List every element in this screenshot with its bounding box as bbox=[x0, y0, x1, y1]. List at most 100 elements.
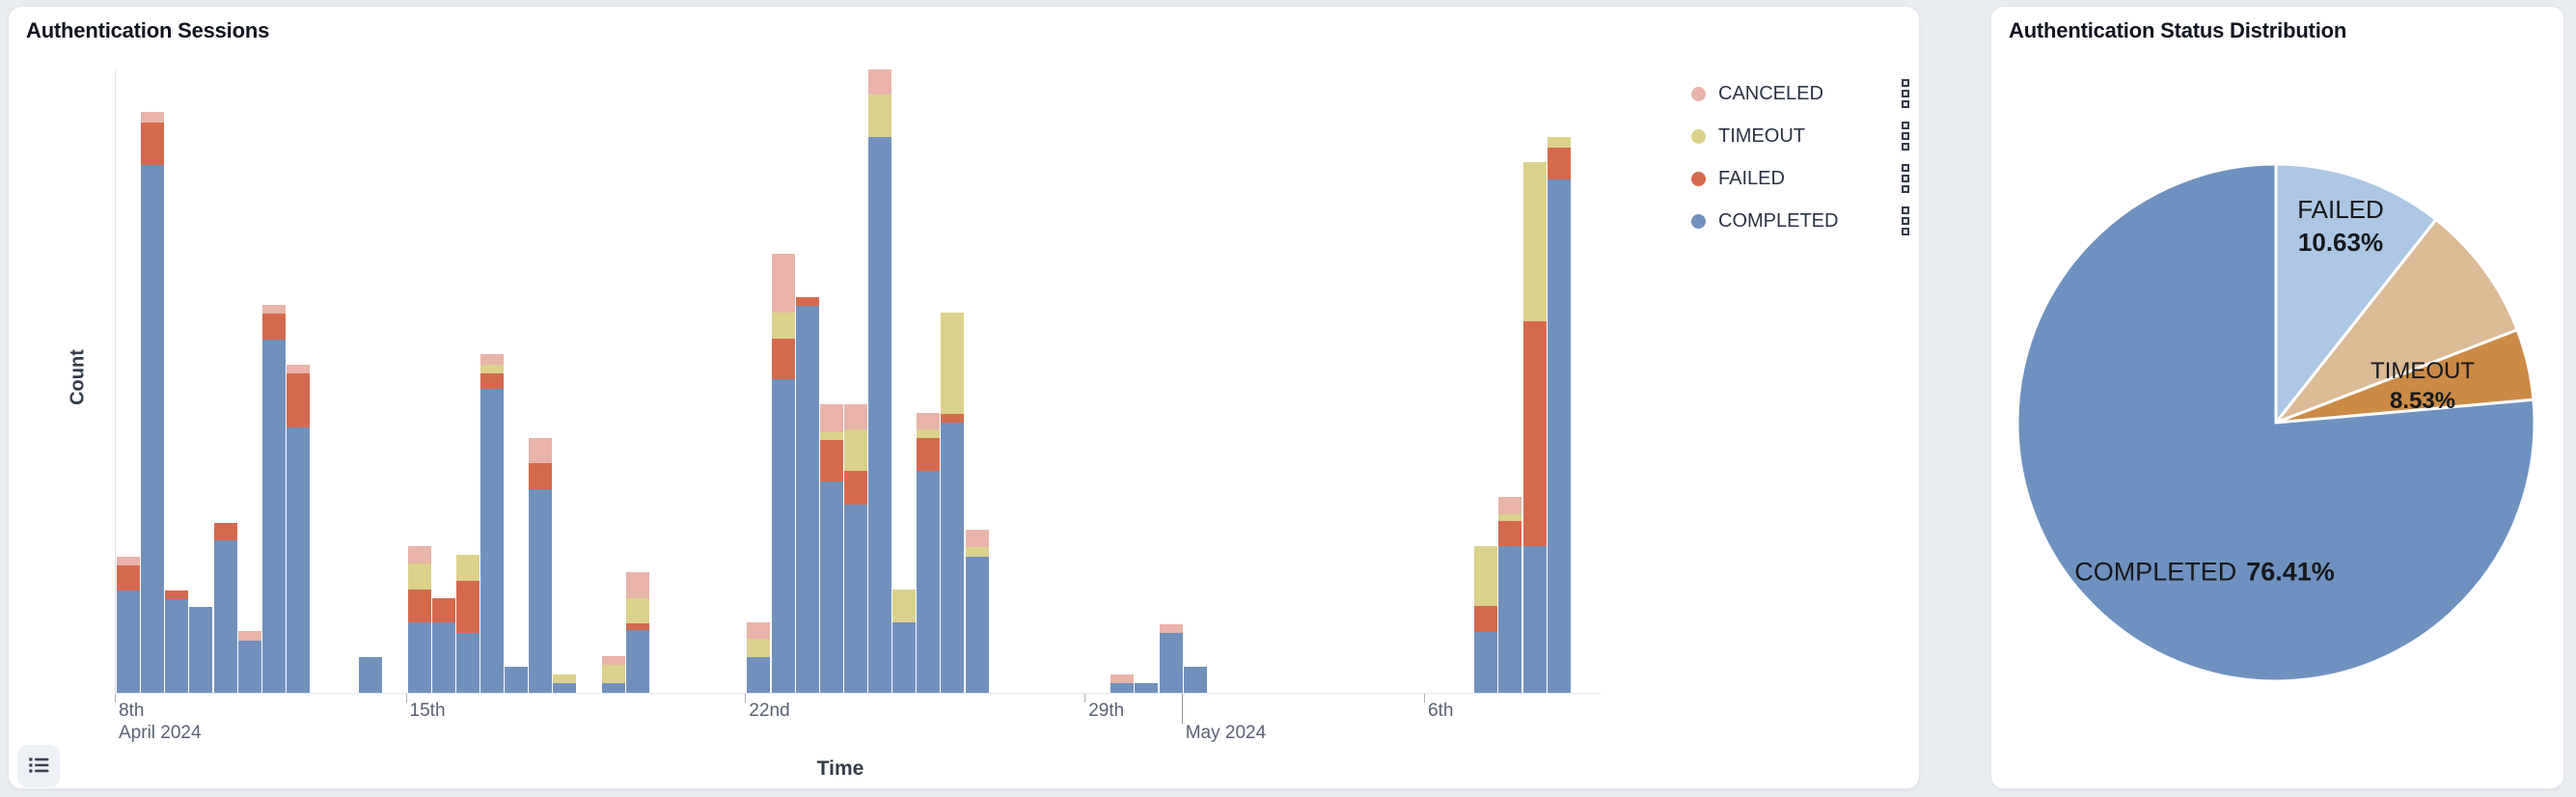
bar-segment-canceled[interactable] bbox=[917, 413, 941, 429]
legend-item-canceled[interactable]: CANCELED bbox=[1684, 79, 1915, 108]
stacked-bar-apr-16-pm[interactable] bbox=[480, 354, 504, 693]
bar-segment-completed[interactable] bbox=[1110, 683, 1135, 693]
stacked-bar-apr-11-am[interactable] bbox=[213, 523, 237, 693]
bar-segment-timeout[interactable] bbox=[771, 313, 795, 339]
legend-item-failed[interactable]: FAILED bbox=[1684, 164, 1915, 193]
bar-segment-failed[interactable] bbox=[941, 414, 965, 423]
bar-segment-timeout[interactable] bbox=[480, 365, 504, 373]
stacked-bar-may-7-pm[interactable] bbox=[1498, 497, 1522, 693]
stacked-bar-apr-17-am[interactable] bbox=[505, 667, 529, 693]
stacked-bar-may-8-pm[interactable] bbox=[1547, 137, 1571, 693]
legend-item-timeout[interactable]: TIMEOUT bbox=[1684, 122, 1915, 151]
bar-segment-timeout[interactable] bbox=[601, 665, 625, 683]
stacked-bar-may-1-am[interactable] bbox=[1183, 667, 1207, 693]
bar-segment-canceled[interactable] bbox=[747, 622, 771, 639]
bar-segment-completed[interactable] bbox=[213, 540, 237, 693]
bar-segment-failed[interactable] bbox=[480, 373, 504, 389]
bar-segment-failed[interactable] bbox=[286, 373, 310, 427]
bar-segment-completed[interactable] bbox=[529, 489, 553, 693]
stacked-bar-apr-17-pm[interactable] bbox=[529, 438, 553, 693]
stacked-bar-apr-26-am[interactable] bbox=[941, 313, 965, 693]
stacked-bar-apr-10-pm[interactable] bbox=[189, 607, 213, 693]
bar-segment-completed[interactable] bbox=[1547, 179, 1571, 693]
stacked-bar-apr-10-am[interactable] bbox=[165, 591, 189, 693]
bar-segment-completed[interactable] bbox=[431, 622, 455, 693]
drag-handle-icon[interactable] bbox=[1902, 79, 1909, 108]
bar-segment-failed[interactable] bbox=[843, 471, 867, 505]
bar-segment-failed[interactable] bbox=[1498, 521, 1522, 546]
bar-segment-canceled[interactable] bbox=[141, 112, 165, 123]
pie-slice-timeout[interactable] bbox=[2274, 218, 2519, 425]
bar-segment-completed[interactable] bbox=[1183, 667, 1207, 693]
bar-segment-completed[interactable] bbox=[165, 599, 189, 693]
bar-segment-canceled[interactable] bbox=[601, 656, 625, 665]
bar-segment-canceled[interactable] bbox=[625, 572, 649, 598]
bar-segment-completed[interactable] bbox=[771, 379, 795, 693]
pie-slice-completed[interactable] bbox=[2015, 162, 2536, 683]
bar-segment-completed[interactable] bbox=[1474, 632, 1498, 693]
stacked-bar-apr-24-am[interactable] bbox=[843, 404, 867, 693]
bar-segment-completed[interactable] bbox=[965, 557, 989, 693]
bar-segment-completed[interactable] bbox=[843, 505, 867, 693]
bar-segment-completed[interactable] bbox=[868, 137, 892, 693]
stacked-bar-apr-12-pm[interactable] bbox=[286, 365, 310, 693]
bar-segment-canceled[interactable] bbox=[286, 365, 310, 373]
bar-segment-timeout[interactable] bbox=[1498, 514, 1522, 521]
stacked-bar-apr-19-pm[interactable] bbox=[625, 572, 649, 693]
stacked-bar-apr-18-am[interactable] bbox=[553, 674, 577, 693]
bar-segment-canceled[interactable] bbox=[529, 438, 553, 463]
stacked-bar-apr-14-am[interactable] bbox=[359, 657, 383, 693]
stacked-bar-apr-15-am[interactable] bbox=[407, 546, 431, 693]
stacked-bar-apr-22-pm[interactable] bbox=[771, 254, 795, 693]
stacked-bar-may-8-am[interactable] bbox=[1522, 162, 1547, 693]
bar-segment-timeout[interactable] bbox=[407, 563, 431, 590]
bar-segment-timeout[interactable] bbox=[1522, 162, 1547, 321]
bar-segment-timeout[interactable] bbox=[819, 432, 843, 440]
bar-segment-failed[interactable] bbox=[407, 590, 431, 622]
bar-segment-completed[interactable] bbox=[601, 683, 625, 693]
bar-segment-canceled[interactable] bbox=[261, 305, 286, 314]
data-table-toggle-button[interactable] bbox=[17, 745, 60, 787]
bar-segment-completed[interactable] bbox=[1135, 683, 1159, 693]
bar-segment-completed[interactable] bbox=[237, 641, 261, 693]
drag-handle-icon[interactable] bbox=[1902, 122, 1909, 151]
legend-item-completed[interactable]: COMPLETED bbox=[1684, 206, 1915, 235]
bar-segment-completed[interactable] bbox=[1498, 546, 1522, 693]
bar-segment-failed[interactable] bbox=[625, 623, 649, 630]
bar-segment-completed[interactable] bbox=[141, 165, 165, 693]
bar-segment-completed[interactable] bbox=[117, 591, 140, 693]
stacked-bar-apr-9-pm[interactable] bbox=[141, 112, 165, 693]
bar-segment-completed[interactable] bbox=[455, 633, 480, 693]
bar-segment-timeout[interactable] bbox=[1547, 137, 1571, 148]
drag-handle-icon[interactable] bbox=[1902, 206, 1909, 235]
bar-segment-failed[interactable] bbox=[1522, 321, 1547, 546]
bar-segment-canceled[interactable] bbox=[480, 354, 504, 365]
stacked-bar-may-7-am[interactable] bbox=[1474, 546, 1498, 693]
bar-segment-timeout[interactable] bbox=[1474, 546, 1498, 606]
bar-segment-completed[interactable] bbox=[505, 667, 529, 693]
bar-segment-completed[interactable] bbox=[819, 481, 843, 693]
bar-segment-timeout[interactable] bbox=[747, 639, 771, 657]
bar-segment-completed[interactable] bbox=[359, 657, 383, 693]
bar-segment-canceled[interactable] bbox=[1110, 674, 1135, 683]
bar-segment-failed[interactable] bbox=[165, 591, 189, 599]
bar-segment-timeout[interactable] bbox=[553, 674, 577, 683]
bar-segment-completed[interactable] bbox=[892, 622, 917, 693]
bar-segment-failed[interactable] bbox=[1474, 606, 1498, 632]
bar-segment-timeout[interactable] bbox=[455, 555, 480, 581]
bar-segment-failed[interactable] bbox=[431, 598, 455, 622]
bar-segment-completed[interactable] bbox=[189, 607, 213, 693]
bar-segment-canceled[interactable] bbox=[868, 69, 892, 95]
bar-segment-failed[interactable] bbox=[1547, 148, 1571, 179]
bar-segment-failed[interactable] bbox=[213, 523, 237, 540]
bar-segment-canceled[interactable] bbox=[1159, 624, 1183, 633]
bar-segment-completed[interactable] bbox=[917, 471, 941, 693]
bar-segment-timeout[interactable] bbox=[843, 429, 867, 471]
stacked-bar-apr-11-pm[interactable] bbox=[237, 631, 261, 693]
bar-segment-timeout[interactable] bbox=[868, 95, 892, 137]
bar-segment-completed[interactable] bbox=[941, 423, 965, 693]
stacked-bar-apr-15-pm[interactable] bbox=[431, 598, 455, 693]
stacked-bar-apr-30-am[interactable] bbox=[1135, 683, 1159, 693]
bar-segment-timeout[interactable] bbox=[625, 598, 649, 623]
bar-segment-completed[interactable] bbox=[795, 306, 819, 693]
